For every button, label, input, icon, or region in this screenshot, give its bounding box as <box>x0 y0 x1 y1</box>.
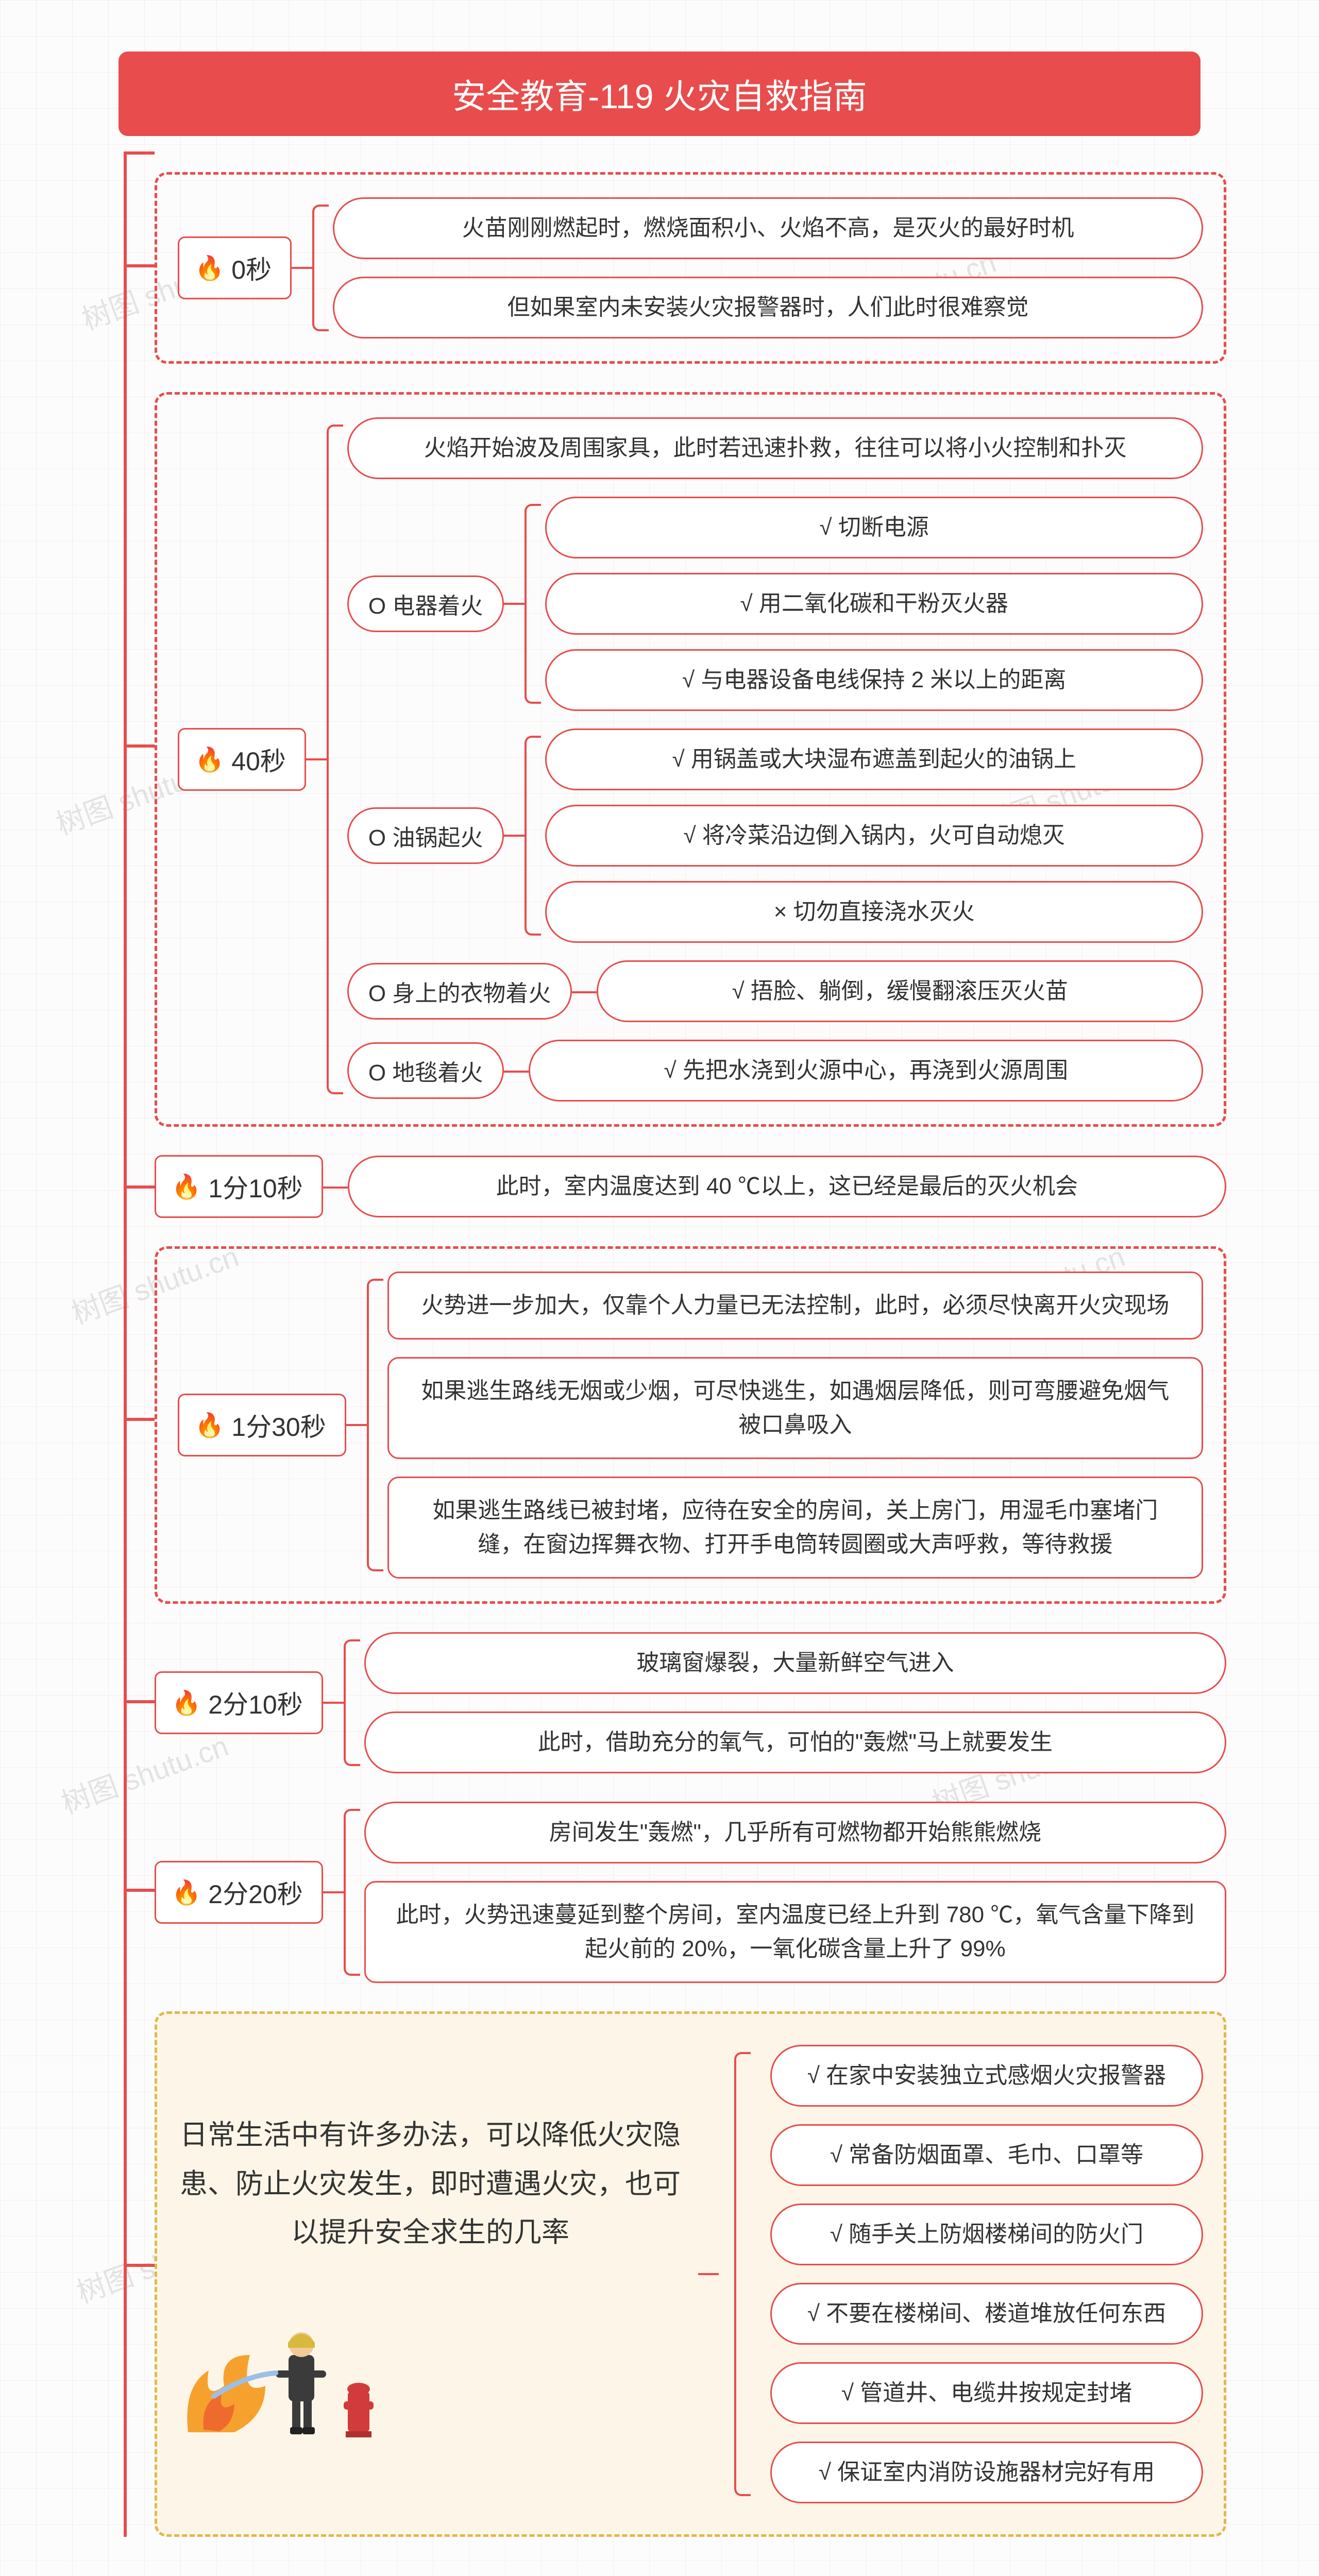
section-1m30s: 🔥 1分30秒 火势进一步加大，仅靠个人力量已无法控制，此时，必须尽快离开火灾现… <box>155 1246 1226 1604</box>
sub-node-electric: O 电器着火 <box>347 575 504 632</box>
leaf: × 切勿直接浇水灭火 <box>545 881 1203 943</box>
time-node-1m10s: 🔥 1分10秒 <box>155 1155 323 1218</box>
leaf: 火势进一步加大，仅靠个人力量已无法控制，此时，必须尽快离开火灾现场 <box>387 1272 1203 1340</box>
leaf: √ 切断电源 <box>545 497 1203 558</box>
tip-item: √ 常备防烟面罩、毛巾、口罩等 <box>770 2124 1203 2186</box>
mindmap-root: 🔥 0秒 火苗刚刚燃起时，燃烧面积小、火焰不高，是灭火的最好时机 但如果室内未安… <box>93 172 1226 2537</box>
time-label: 2分20秒 <box>208 1874 302 1911</box>
leaf: √ 捂脸、躺倒，缓慢翻滚压灭火苗 <box>597 960 1203 1022</box>
tip-item: √ 管道井、电缆井按规定封堵 <box>770 2362 1203 2424</box>
leaf: 房间发生"轰燃"，几乎所有可燃物都开始熊熊燃烧 <box>364 1802 1226 1863</box>
firefighter-icon <box>178 2293 394 2437</box>
leaf: 但如果室内未安装火灾报警器时，人们此时很难察觉 <box>333 277 1203 338</box>
time-label: 1分10秒 <box>208 1168 302 1205</box>
fire-icon: 🔥 <box>172 1175 201 1198</box>
time-label: 2分10秒 <box>208 1684 302 1721</box>
section-2m10s: 🔥 2分10秒 玻璃窗爆裂，大量新鲜空气进入 此时，借助充分的氧气，可怕的"轰燃… <box>155 1632 1226 1773</box>
leaf: 如果逃生路线无烟或少烟，可尽快逃生，如遇烟层降低，则可弯腰避免烟气被口鼻吸入 <box>387 1357 1203 1459</box>
tip-item: √ 不要在楼梯间、楼道堆放任何东西 <box>770 2283 1203 2345</box>
leaf: 火焰开始波及周围家具，此时若迅速扑救，往往可以将小火控制和扑灭 <box>347 417 1203 479</box>
page-title: 安全教育-119 火灾自救指南 <box>119 52 1200 136</box>
fire-icon: 🔥 <box>172 1691 201 1715</box>
tip-item: √ 在家中安装独立式感烟火灾报警器 <box>770 2045 1203 2107</box>
fire-icon: 🔥 <box>195 256 224 280</box>
section-1m10s: 🔥 1分10秒 此时，室内温度达到 40 ℃以上，这已经是最后的灭火机会 <box>155 1155 1226 1218</box>
leaf: 此时，火势迅速蔓延到整个房间，室内温度已经上升到 780 ℃，氧气含量下降到起火… <box>364 1881 1226 1983</box>
section-40s: 🔥 40秒 火焰开始波及周围家具，此时若迅速扑救，往往可以将小火控制和扑灭 O … <box>155 392 1226 1127</box>
fire-icon: 🔥 <box>195 748 224 771</box>
time-node-2m20s: 🔥 2分20秒 <box>155 1861 323 1924</box>
leaf: √ 用二氧化碳和干粉灭火器 <box>545 573 1203 635</box>
time-node-0s: 🔥 0秒 <box>178 236 292 299</box>
time-node-1m30s: 🔥 1分30秒 <box>178 1394 346 1456</box>
section-2m20s: 🔥 2分20秒 房间发生"轰燃"，几乎所有可燃物都开始熊熊燃烧 此时，火势迅速蔓… <box>155 1802 1226 1983</box>
sub-node-clothes: O 身上的衣物着火 <box>347 963 572 1020</box>
tips-illustration <box>178 2293 683 2437</box>
leaf: 此时，借助充分的氧气，可怕的"轰燃"马上就要发生 <box>364 1711 1226 1773</box>
time-label: 1分30秒 <box>231 1406 326 1444</box>
fire-icon: 🔥 <box>172 1880 201 1904</box>
leaf: 此时，室内温度达到 40 ℃以上，这已经是最后的灭火机会 <box>348 1156 1226 1217</box>
tip-item: √ 保证室内消防设施器材完好有用 <box>770 2442 1203 2503</box>
leaf: √ 用锅盖或大块湿布遮盖到起火的油锅上 <box>545 728 1203 790</box>
tips-intro: 日常生活中有许多办法，可以降低火灾隐患、防止火灾发生，即时遭遇火灾，也可以提升安… <box>178 2111 683 2257</box>
leaf: √ 与电器设备电线保持 2 米以上的距离 <box>545 649 1203 711</box>
tip-item: √ 随手关上防烟楼梯间的防火门 <box>770 2204 1203 2265</box>
time-label: 40秒 <box>231 741 286 778</box>
section-tips: 日常生活中有许多办法，可以降低火灾隐患、防止火灾发生，即时遭遇火灾，也可以提升安… <box>155 2011 1226 2537</box>
leaf: 如果逃生路线已被封堵，应待在安全的房间，关上房门，用湿毛巾塞堵门缝，在窗边挥舞衣… <box>387 1477 1203 1579</box>
leaf: 玻璃窗爆裂，大量新鲜空气进入 <box>364 1632 1226 1694</box>
root-connector <box>124 151 127 2537</box>
sub-node-oilpan: O 油锅起火 <box>347 807 504 864</box>
time-node-40s: 🔥 40秒 <box>178 728 306 791</box>
fire-icon: 🔥 <box>195 1413 224 1437</box>
section-0s: 🔥 0秒 火苗刚刚燃起时，燃烧面积小、火焰不高，是灭火的最好时机 但如果室内未安… <box>155 172 1226 364</box>
time-node-2m10s: 🔥 2分10秒 <box>155 1671 323 1734</box>
leaf: √ 将冷菜沿边倒入锅内，火可自动熄灭 <box>545 805 1203 867</box>
sub-node-carpet: O 地毯着火 <box>347 1042 504 1099</box>
time-label: 0秒 <box>231 249 272 286</box>
leaf: 火苗刚刚燃起时，燃烧面积小、火焰不高，是灭火的最好时机 <box>333 197 1203 259</box>
leaf: √ 先把水浇到火源中心，再浇到火源周围 <box>529 1040 1203 1101</box>
